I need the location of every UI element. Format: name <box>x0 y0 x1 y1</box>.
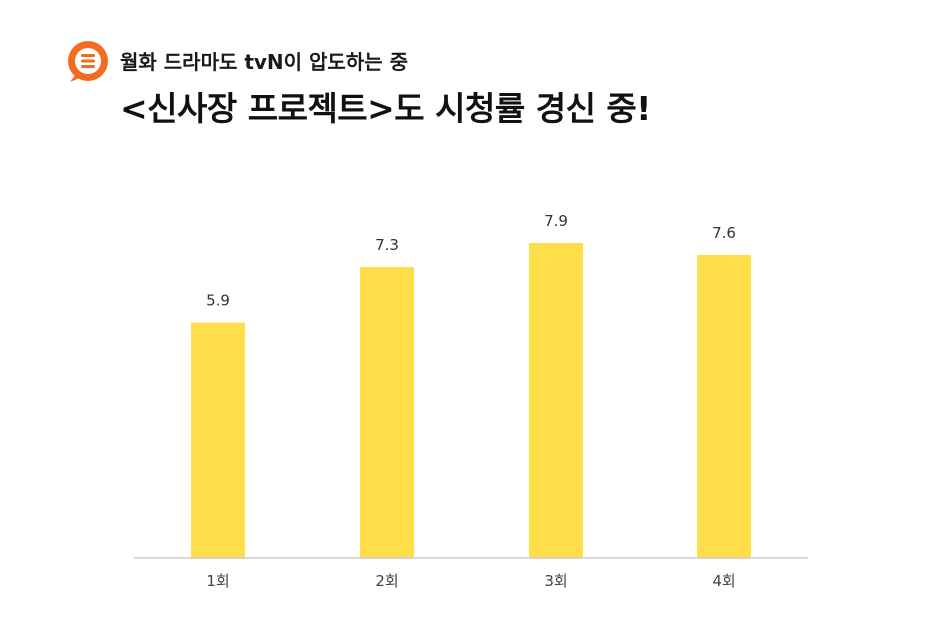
bar-4 <box>697 254 751 558</box>
bar-2 <box>360 266 414 558</box>
speech-bubble-menu-icon <box>68 41 108 82</box>
value-label-4: 7.6 <box>712 224 736 242</box>
bar-3 <box>529 243 583 558</box>
x-tick-label-1: 1회 <box>206 572 229 590</box>
chart-header: 월화 드라마도 tvN이 압도하는 중 <신사장 프로젝트>도 시청률 경신 중… <box>66 38 926 128</box>
chart-title: <신사장 프로젝트>도 시청률 경신 중! <box>120 89 651 128</box>
value-label-1: 5.9 <box>206 292 230 310</box>
x-tick-label-4: 4회 <box>712 572 735 590</box>
bars-group <box>191 243 751 558</box>
bar-1 <box>191 322 245 558</box>
value-label-3: 7.9 <box>544 212 568 230</box>
chart-subtitle: 월화 드라마도 tvN이 압도하는 중 <box>120 50 408 74</box>
x-tick-label-3: 3회 <box>544 572 567 590</box>
value-label-2: 7.3 <box>375 236 399 254</box>
x-tick-label-2: 2회 <box>375 572 398 590</box>
labels-group: 5.9 1회 7.3 2회 7.9 3회 7.6 4회 <box>206 212 736 590</box>
